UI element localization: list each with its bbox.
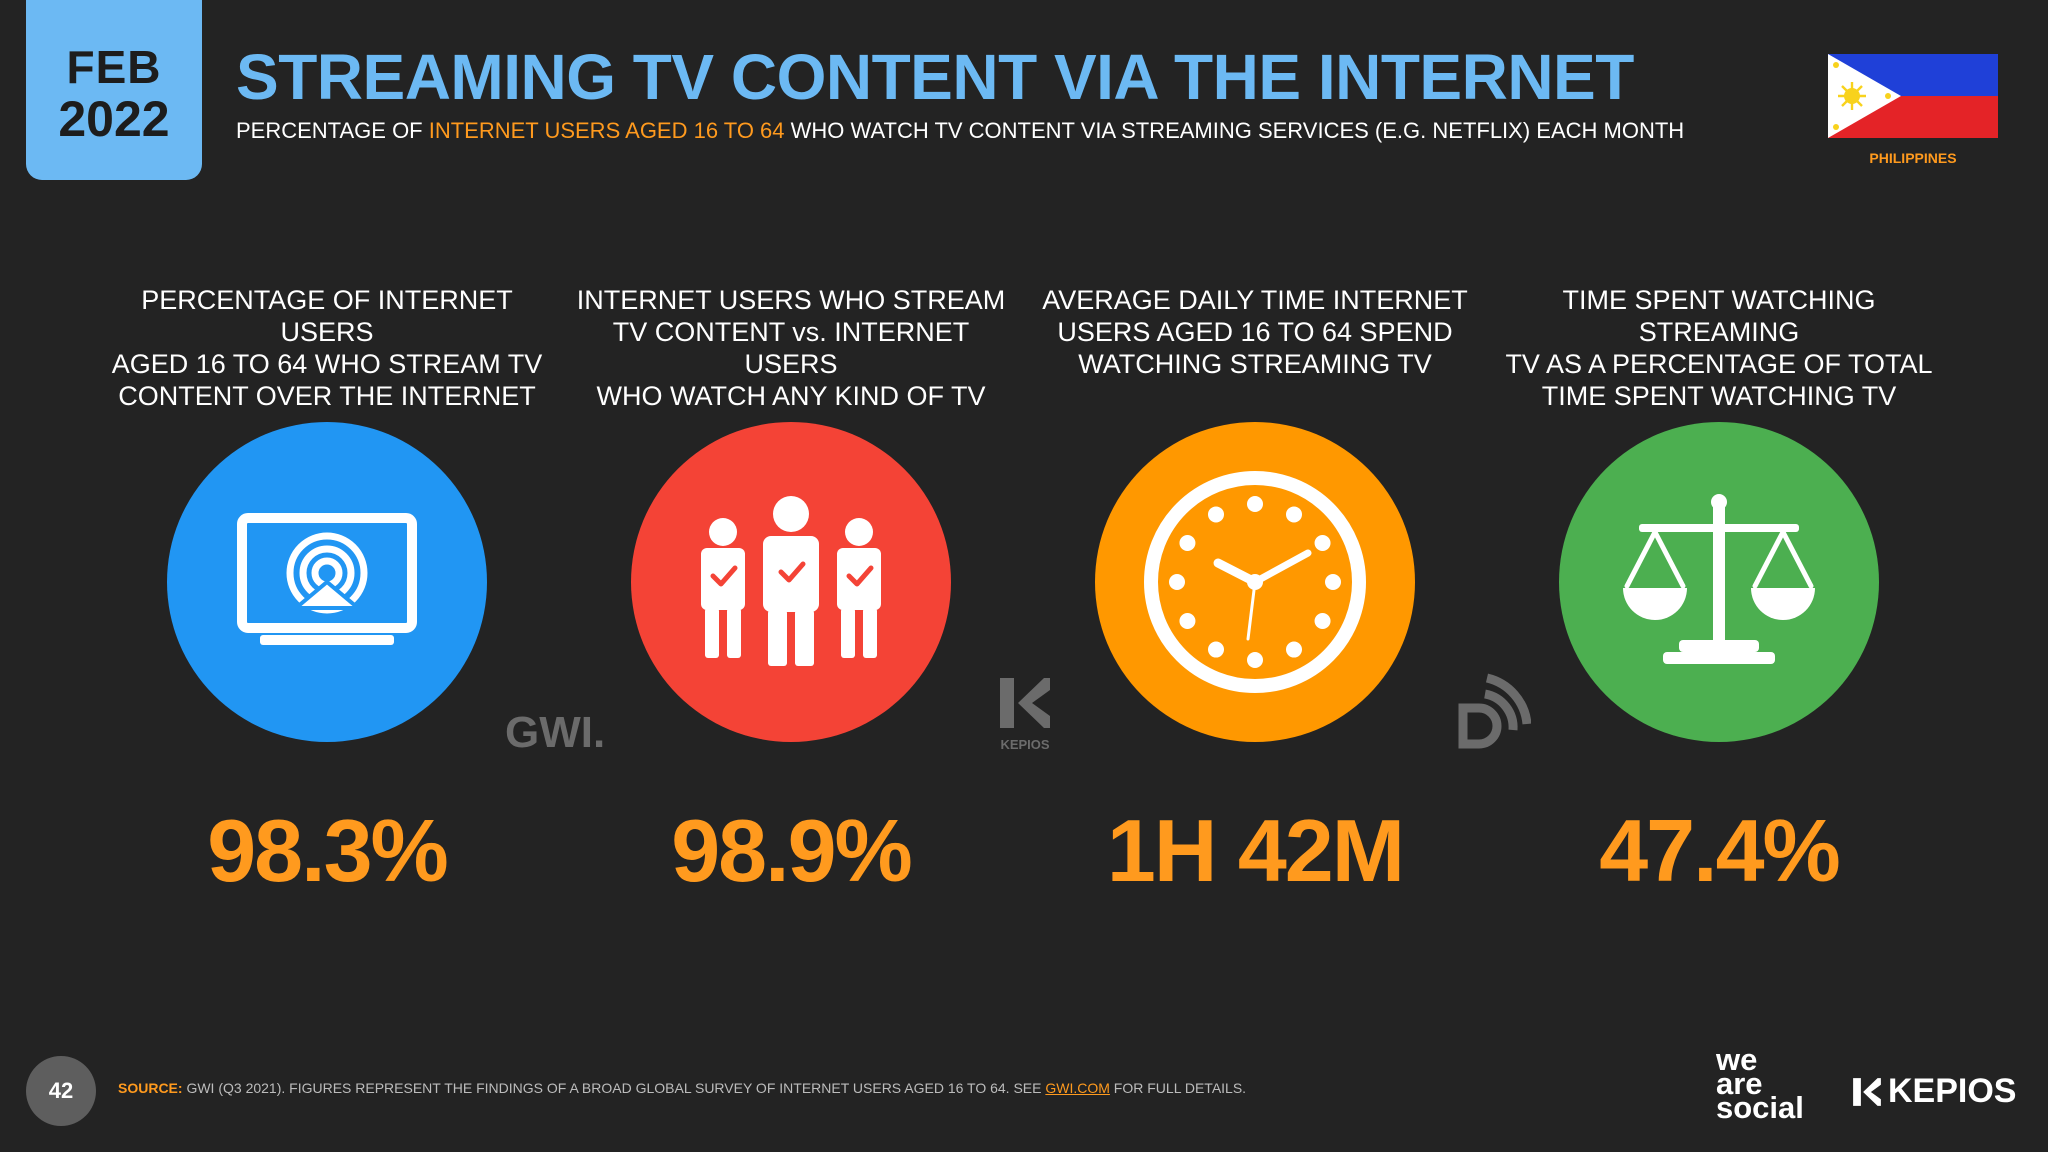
- country-label: PHILIPPINES: [1869, 150, 1957, 166]
- stat-label-stream-vs-tv: INTERNET USERS WHO STREAM TV CONTENT vs.…: [571, 284, 1011, 412]
- scales-icon: [1623, 494, 1815, 664]
- stat-value-streaming: 98.3%: [207, 801, 449, 900]
- was-line: are: [1716, 1066, 1763, 1101]
- clock-hour-dot: [1208, 506, 1224, 523]
- stat-value-daily-time: 1H 42M: [1106, 801, 1405, 900]
- clock-hour-dot: [1314, 535, 1331, 551]
- stat-label-line: CONTENT OVER THE INTERNET: [118, 381, 536, 411]
- subtitle-pre: PERCENTAGE OF: [236, 118, 429, 143]
- source-link[interactable]: GWI.COM: [1045, 1080, 1110, 1096]
- stat-label-line: PERCENTAGE OF INTERNET USERS: [141, 285, 513, 347]
- source-note: SOURCE: GWI (Q3 2021). FIGURES REPRESENT…: [118, 1080, 1246, 1096]
- stat-label-line: WATCHING STREAMING TV: [1078, 349, 1432, 379]
- kepios-mark-icon: [1853, 1077, 1881, 1106]
- clock-hour-dot: [1286, 641, 1302, 658]
- stat-label-line: TIME SPENT WATCHING TV: [1541, 381, 1897, 411]
- clock-hour-dot: [1208, 641, 1224, 658]
- stat-label-line: TV CONTENT vs. INTERNET USERS: [612, 317, 970, 379]
- clock-hour-dot: [1247, 496, 1263, 512]
- stat-label-share-of-tv: TIME SPENT WATCHING STREAMING TV AS A PE…: [1499, 284, 1939, 412]
- gwi-logo: GWI.: [505, 708, 606, 757]
- stat-label-line: INTERNET USERS WHO STREAM: [576, 285, 1006, 315]
- stat-label-daily-time: AVERAGE DAILY TIME INTERNET USERS AGED 1…: [1035, 284, 1475, 380]
- date-month: FEB: [66, 41, 162, 93]
- stat-value-share-of-tv: 47.4%: [1599, 801, 1841, 900]
- stat-label-line: TV AS A PERCENTAGE OF TOTAL: [1505, 349, 1933, 379]
- was-line: social: [1716, 1090, 1804, 1125]
- date-year: 2022: [58, 91, 170, 147]
- clock-hour-dot: [1179, 535, 1196, 551]
- was-line: we: [1716, 1042, 1758, 1077]
- datareportal-logo-icon: [1458, 673, 1531, 749]
- source-end: FOR FULL DETAILS.: [1109, 1080, 1247, 1096]
- stat-label-line: AVERAGE DAILY TIME INTERNET: [1042, 285, 1468, 315]
- stat-circle-share-of-tv: [1559, 422, 1879, 742]
- clock-hour-dot: [1247, 652, 1263, 668]
- kepios-small-label: KEPIOS: [1000, 737, 1050, 752]
- clock-hour-dot: [1169, 574, 1185, 590]
- stat-label-line: USERS AGED 16 TO 64 SPEND: [1057, 317, 1453, 347]
- clock-hour-dot: [1179, 613, 1196, 629]
- subtitle-highlight: INTERNET USERS AGED 16 TO 64: [428, 118, 785, 143]
- stat-label-streaming: PERCENTAGE OF INTERNET USERS AGED 16 TO …: [107, 284, 547, 412]
- stat-label-line: WHO WATCH ANY KIND OF TV: [596, 381, 986, 411]
- date-badge: FEB 2022: [26, 0, 202, 180]
- people-check-icon: [701, 496, 881, 666]
- stat-circle-daily-time: [1095, 422, 1415, 742]
- streaming-tv-icon: [237, 513, 417, 645]
- subtitle-post: WHO WATCH TV CONTENT VIA STREAMING SERVI…: [784, 118, 1685, 143]
- clock-hour-dot: [1314, 613, 1331, 629]
- we-are-social-logo: we are social: [1716, 1042, 1804, 1125]
- clock-icon: [1144, 471, 1366, 693]
- clock-hour-dot: [1286, 506, 1302, 523]
- page-number: 42: [26, 1056, 96, 1126]
- kepios-logo: KEPIOS: [1852, 1072, 2016, 1111]
- stat-circle-streaming: [167, 422, 487, 742]
- stat-label-line: AGED 16 TO 64 WHO STREAM TV: [111, 349, 543, 379]
- philippines-flag-icon: [1828, 54, 1998, 138]
- source-text: GWI (Q3 2021). FIGURES REPRESENT THE FIN…: [182, 1080, 1046, 1096]
- page-subtitle: PERCENTAGE OF INTERNET USERS AGED 16 TO …: [236, 118, 1684, 144]
- source-label: SOURCE:: [118, 1080, 183, 1096]
- clock-hour-dot: [1325, 574, 1341, 590]
- kepios-logo-label: KEPIOS: [1888, 1072, 2017, 1110]
- stat-value-stream-vs-tv: 98.9%: [671, 801, 913, 900]
- kepios-small-logo: KEPIOS: [990, 676, 1060, 752]
- kepios-mark-icon: [1000, 678, 1050, 728]
- stat-label-line: TIME SPENT WATCHING STREAMING: [1562, 285, 1876, 347]
- stat-circle-stream-vs-tv: [631, 422, 951, 742]
- page-title: STREAMING TV CONTENT VIA THE INTERNET: [236, 41, 1634, 113]
